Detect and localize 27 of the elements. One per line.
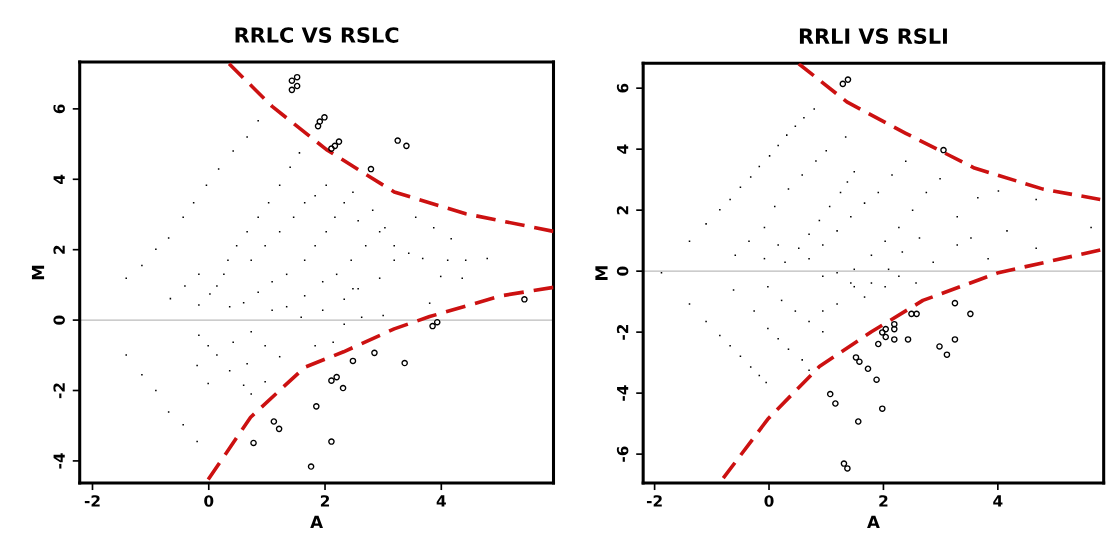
x-tick-label: 2 <box>320 495 330 507</box>
x-tick-label: 0 <box>204 495 214 507</box>
chart-title: RRLI VS RSLI <box>799 28 947 45</box>
chart-title: RRLC VS RSLC <box>235 27 399 43</box>
x-tick-label: 2 <box>879 495 888 507</box>
y-tick-label: -6 <box>616 446 629 462</box>
y-tick-label: 2 <box>53 245 65 254</box>
y-tick-label: 4 <box>617 144 629 154</box>
y-axis-title: M <box>595 266 608 280</box>
y-tick-label: -4 <box>53 453 65 469</box>
x-axis-title: A <box>867 515 880 528</box>
y-tick-label: 6 <box>53 104 65 114</box>
y-tick-label: -2 <box>53 383 65 399</box>
y-tick-label: 0 <box>53 315 65 325</box>
x-tick-label: 4 <box>993 495 1003 507</box>
x-tick-label: 0 <box>764 495 774 507</box>
y-tick-label: 6 <box>616 83 629 93</box>
y-tick-label: 0 <box>616 266 629 276</box>
x-tick-label: -2 <box>84 495 100 507</box>
x-tick-label: -2 <box>646 495 662 507</box>
y-tick-label: 2 <box>616 206 629 215</box>
y-tick-label: -4 <box>617 385 629 401</box>
x-axis-title: A <box>310 515 323 528</box>
y-axis-title: M <box>31 265 45 280</box>
x-tick-label: 4 <box>436 495 446 507</box>
y-tick-label: 4 <box>53 174 65 184</box>
y-tick-label: -2 <box>616 324 629 340</box>
